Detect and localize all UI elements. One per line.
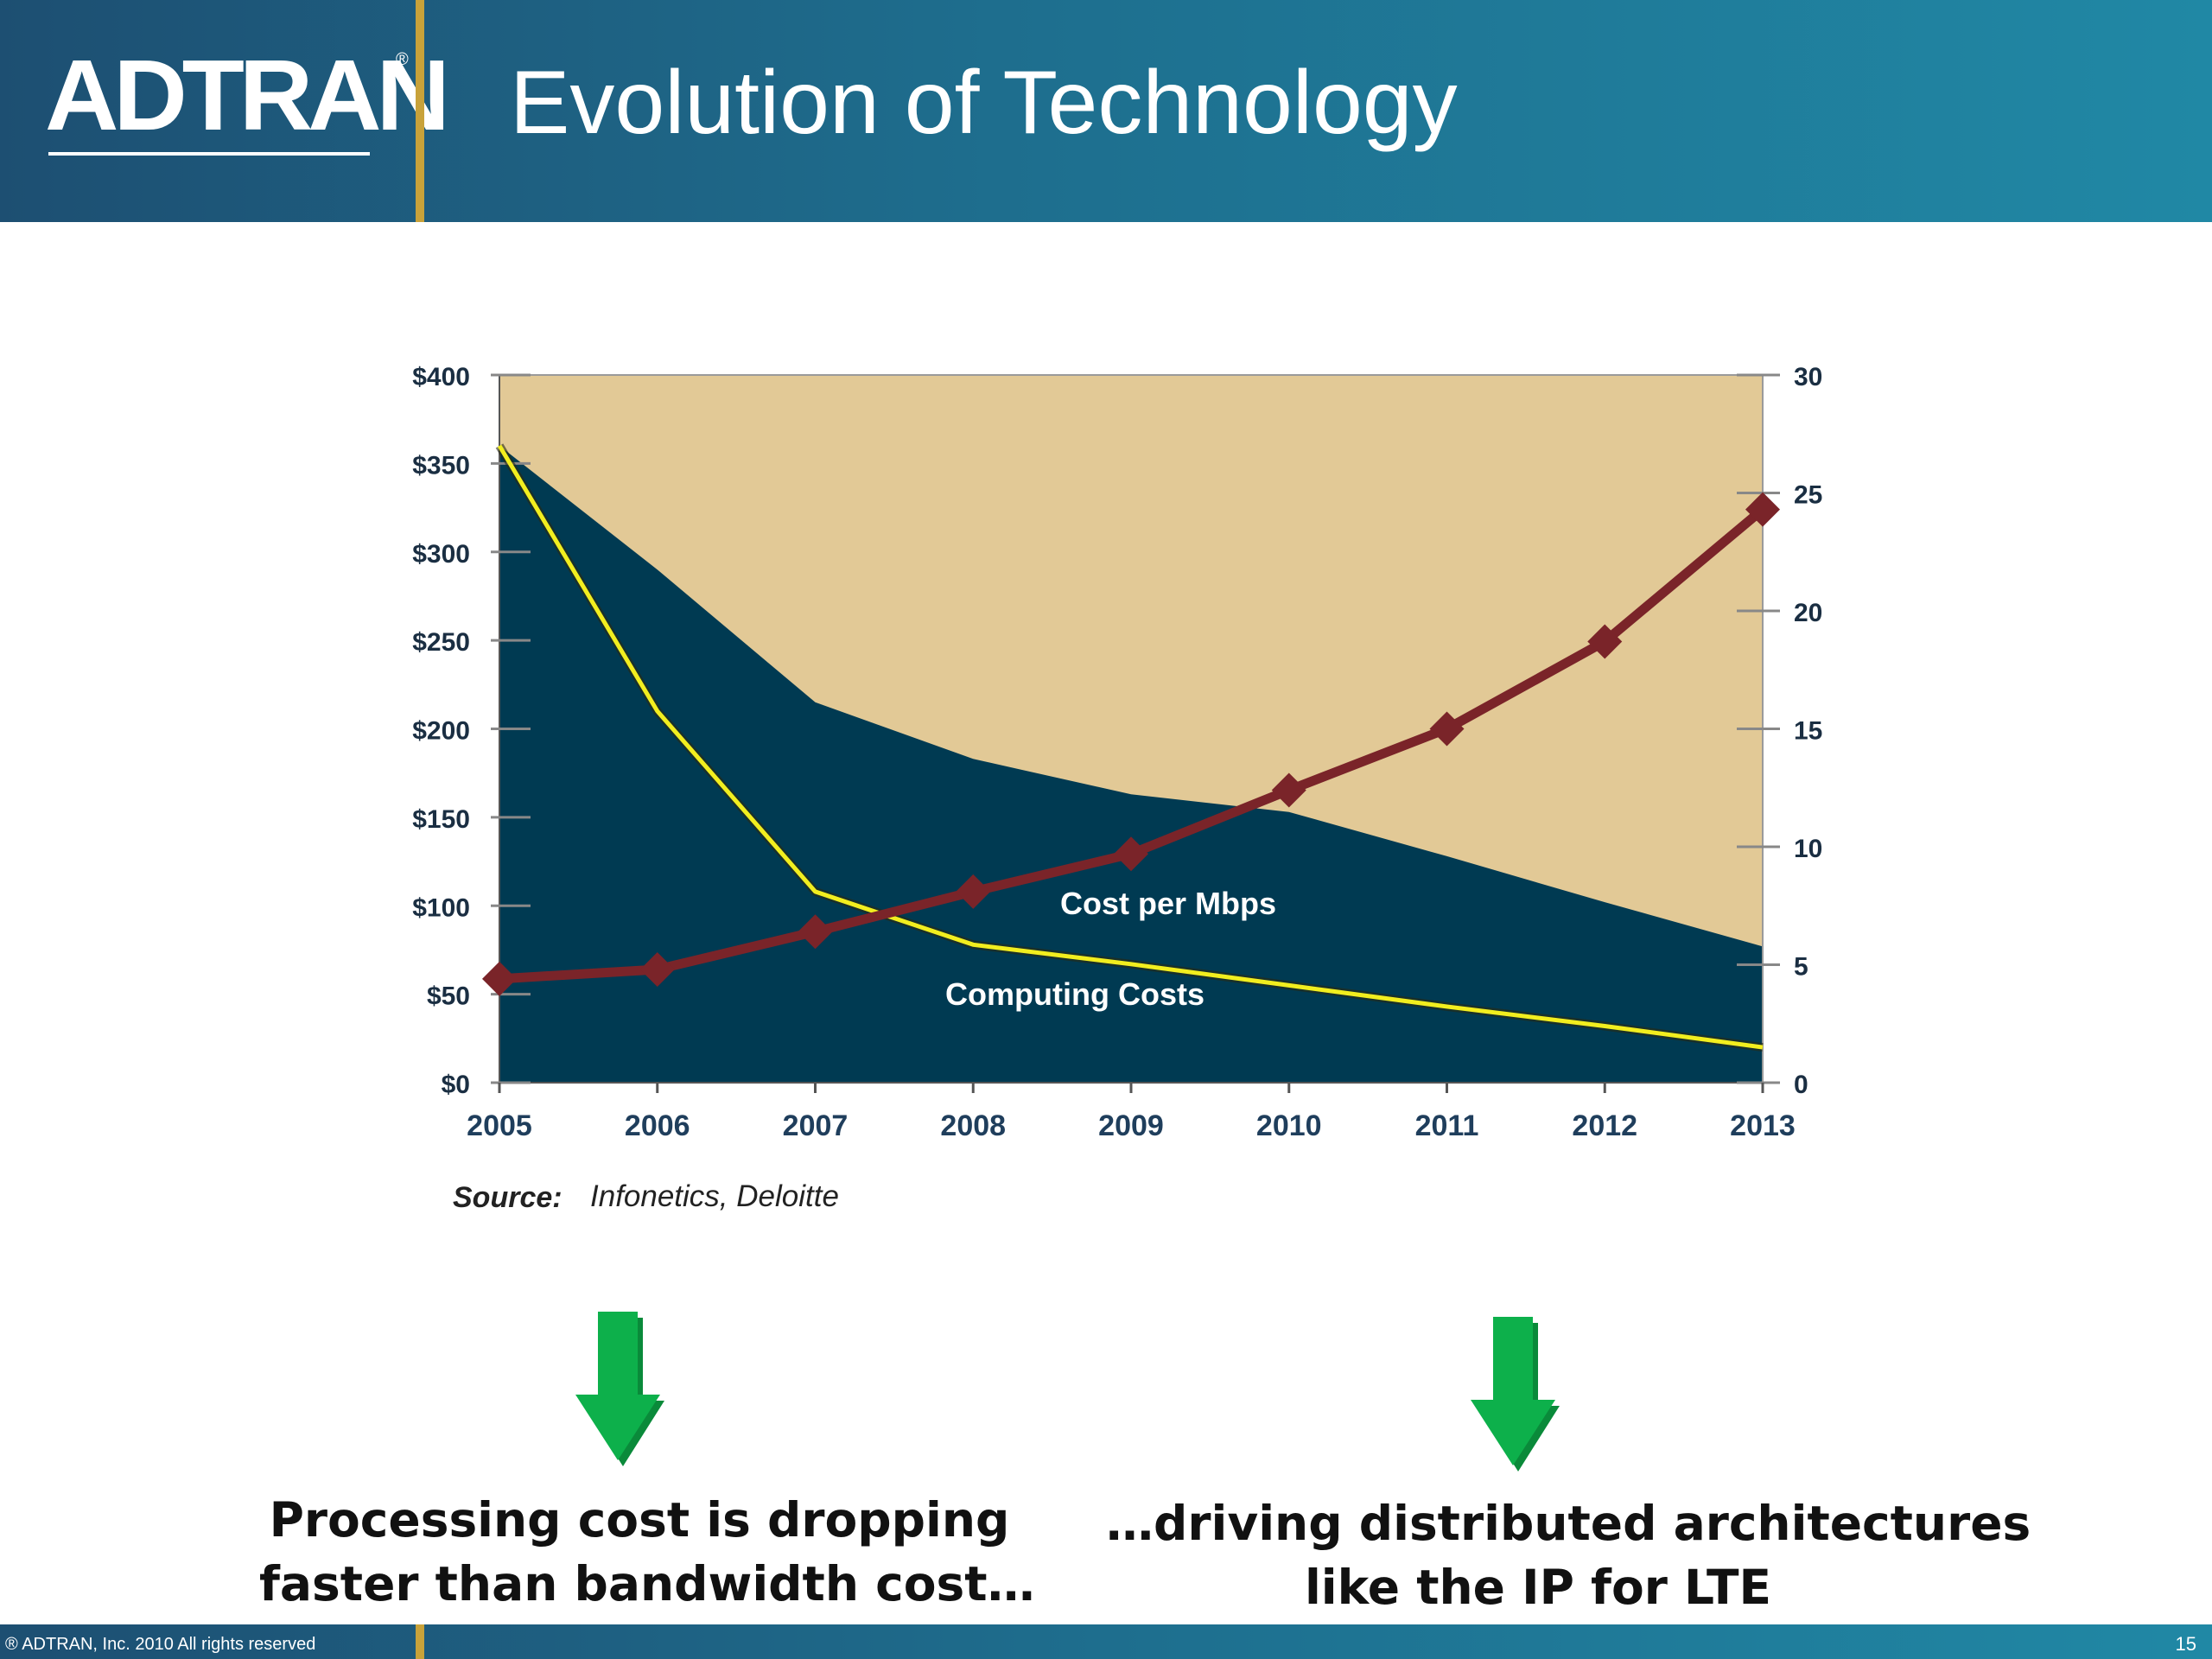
y-left-tick-label: $350 [412,451,470,480]
y-right-tick-label: 5 [1794,953,1808,982]
right-axis-series-marker [798,914,833,950]
y-left-tick-label: $200 [412,717,470,746]
caption-right-line1: …driving distributed architectures [1106,1496,2031,1551]
y-right-tick-label: 10 [1794,835,1822,863]
x-tick-label: 2012 [1572,1109,1637,1142]
header-divider-bar [416,0,424,222]
y-left-tick-label: $150 [412,805,470,834]
caption-left: Processing cost is dropping faster than … [259,1488,1035,1616]
chart-root: $0 $50 $100 $150 $200 $250 $300 $350 $400 0 5 10 15 2… [412,363,1822,1142]
source-text: Infonetics, Deloitte [590,1179,839,1213]
footer-divider-bar [416,1624,424,1659]
caption-left-line1: Processing cost is dropping [269,1492,1010,1548]
y-right-tick-label: 20 [1794,599,1822,627]
adtran-logo: ADTRAN ® [45,45,450,166]
x-tick-label: 2008 [940,1109,1006,1142]
y-left-tick-label: $400 [412,363,470,391]
right-axis-series-marker [1587,624,1623,659]
down-arrow-icon-right [1471,1317,1560,1471]
source-label: Source: [453,1181,563,1214]
x-tick-label: 2005 [467,1109,532,1142]
logo-underline [48,152,370,156]
right-axis-series-marker [1271,772,1306,808]
page-number: 15 [2175,1633,2196,1655]
x-tick-label: 2009 [1098,1109,1164,1142]
right-axis-series-marker [956,874,991,909]
y-right-tick-label: 30 [1794,363,1822,391]
x-tick-label: 2006 [625,1109,690,1142]
down-arrow-icon-left [575,1312,664,1466]
caption-right: …driving distributed architectures like … [1106,1491,2031,1619]
right-axis-series-marker [639,951,675,987]
footer-bar: ® ADTRAN, Inc. 2010 All rights reserved … [0,1624,2212,1659]
page-title: Evolution of Technology [510,53,1458,153]
y-right-tick-label: 25 [1794,481,1822,510]
footer-copyright: ® ADTRAN, Inc. 2010 All rights reserved [5,1635,316,1654]
x-tick-label: 2010 [1256,1109,1322,1142]
right-axis-series-marker [482,961,517,996]
header-banner: ADTRAN ® Evolution of Technology [0,0,2212,222]
right-axis-series-marker [1429,711,1465,747]
logo-text: ADTRAN [45,39,450,151]
annotation-cost-per-mbps: Cost per Mbps [1060,886,1276,921]
logo-registered-mark: ® [396,50,409,69]
y-right-tick-label: 15 [1794,717,1822,746]
y-left-tick-label: $100 [412,893,470,922]
annotation-computing-costs: Computing Costs [945,976,1205,1012]
y-left-tick-label: $300 [412,540,470,569]
x-tick-label: 2007 [783,1109,849,1142]
x-tick-label: 2013 [1730,1109,1796,1142]
right-axis-series-marker [1114,836,1148,872]
caption-left-line2: faster than bandwidth cost… [259,1556,1035,1611]
right-axis-series-marker [1745,492,1780,527]
y-right-tick-label: 0 [1794,1071,1808,1099]
y-left-tick-label: $0 [442,1071,470,1099]
computing-costs-line [497,444,1764,1050]
x-tick-label: 2011 [1415,1109,1479,1142]
y-left-tick-label: $250 [412,628,470,657]
y-left-tick-label: $50 [427,982,470,1011]
caption-right-line2: like the IP for LTE [1304,1560,1772,1615]
